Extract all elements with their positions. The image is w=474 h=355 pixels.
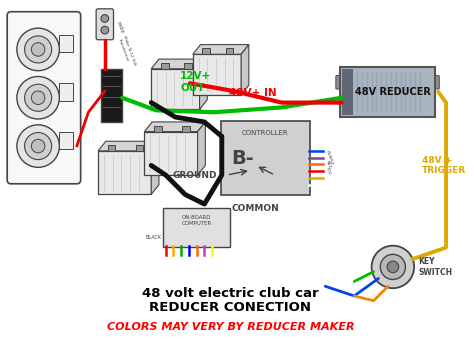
- Text: COMMON: COMMON: [231, 204, 279, 213]
- Text: 12V+
OUT: 12V+ OUT: [180, 71, 211, 93]
- FancyBboxPatch shape: [101, 69, 122, 122]
- FancyBboxPatch shape: [108, 145, 116, 151]
- Text: BLACK: BLACK: [146, 235, 162, 240]
- Polygon shape: [145, 122, 205, 132]
- FancyBboxPatch shape: [161, 63, 169, 69]
- Circle shape: [25, 84, 52, 111]
- FancyBboxPatch shape: [163, 208, 230, 247]
- Text: Make To 12 Volt
Transformer: Make To 12 Volt Transformer: [118, 35, 137, 67]
- FancyBboxPatch shape: [59, 35, 73, 52]
- Polygon shape: [241, 45, 249, 95]
- Polygon shape: [198, 122, 205, 175]
- Text: GROUND: GROUND: [173, 171, 217, 180]
- Polygon shape: [151, 59, 207, 69]
- Text: ON-BOARD
COMPUTER: ON-BOARD COMPUTER: [182, 215, 212, 226]
- Text: PURPLE: PURPLE: [324, 149, 333, 166]
- FancyBboxPatch shape: [336, 76, 345, 89]
- Text: FOL: FOL: [324, 167, 331, 176]
- Text: 48 volt electric club car: 48 volt electric club car: [142, 288, 319, 300]
- Polygon shape: [200, 59, 207, 109]
- Circle shape: [31, 139, 45, 153]
- Polygon shape: [151, 141, 159, 195]
- FancyBboxPatch shape: [136, 145, 144, 151]
- FancyBboxPatch shape: [7, 12, 81, 184]
- FancyBboxPatch shape: [221, 121, 310, 195]
- FancyBboxPatch shape: [202, 48, 210, 54]
- FancyBboxPatch shape: [96, 9, 113, 40]
- FancyBboxPatch shape: [340, 67, 436, 117]
- Circle shape: [101, 26, 109, 34]
- Circle shape: [25, 36, 52, 63]
- FancyBboxPatch shape: [154, 126, 162, 132]
- Circle shape: [380, 254, 405, 279]
- FancyBboxPatch shape: [145, 132, 198, 175]
- Text: CONTROLLER: CONTROLLER: [242, 130, 289, 136]
- FancyBboxPatch shape: [151, 69, 200, 109]
- Circle shape: [31, 43, 45, 56]
- Text: 48V+ IN: 48V+ IN: [228, 88, 276, 98]
- Text: REDUCER CONECTION: REDUCER CONECTION: [149, 301, 311, 314]
- FancyBboxPatch shape: [182, 126, 190, 132]
- Circle shape: [372, 246, 414, 288]
- Text: B-: B-: [232, 149, 255, 168]
- Text: KEY
SWITCH: KEY SWITCH: [418, 257, 452, 277]
- FancyBboxPatch shape: [59, 83, 73, 101]
- Polygon shape: [193, 45, 249, 54]
- FancyBboxPatch shape: [98, 151, 151, 195]
- Circle shape: [17, 76, 59, 119]
- FancyBboxPatch shape: [184, 63, 192, 69]
- Circle shape: [17, 28, 59, 71]
- Circle shape: [101, 15, 109, 22]
- Text: COLORS MAY VERY BY REDUCER MAKER: COLORS MAY VERY BY REDUCER MAKER: [107, 322, 354, 332]
- Text: 48V REDUCER: 48V REDUCER: [356, 87, 431, 97]
- FancyBboxPatch shape: [193, 54, 241, 95]
- Text: radio: radio: [116, 21, 125, 34]
- FancyBboxPatch shape: [342, 69, 353, 115]
- FancyBboxPatch shape: [59, 132, 73, 149]
- Text: 48V +
TRIGGER: 48V + TRIGGER: [422, 156, 466, 175]
- Polygon shape: [98, 141, 159, 151]
- FancyBboxPatch shape: [430, 76, 439, 89]
- Circle shape: [387, 261, 399, 273]
- Circle shape: [25, 132, 52, 160]
- Text: RED: RED: [324, 160, 331, 169]
- Circle shape: [31, 91, 45, 104]
- Circle shape: [17, 125, 59, 167]
- FancyBboxPatch shape: [226, 48, 233, 54]
